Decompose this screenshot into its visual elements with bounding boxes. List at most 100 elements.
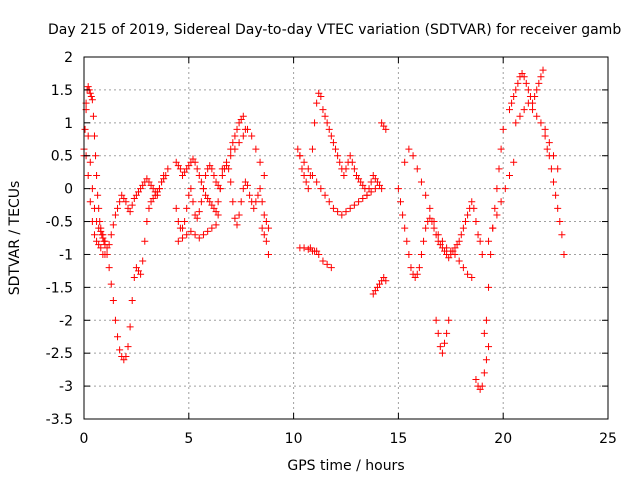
- data-point: [350, 201, 358, 209]
- data-point: [258, 198, 266, 206]
- data-point: [252, 145, 260, 153]
- data-point: [227, 178, 235, 186]
- data-point: [93, 171, 101, 179]
- data-point: [378, 185, 386, 193]
- data-point: [455, 237, 463, 245]
- x-tick-labels: 0 5 10 15 20 25: [80, 431, 617, 447]
- data-point: [204, 227, 212, 235]
- data-point: [90, 204, 98, 212]
- data-point: [296, 152, 304, 160]
- data-point: [432, 316, 440, 324]
- data-point: [510, 158, 518, 166]
- data-point: [298, 165, 306, 173]
- data-point: [109, 221, 117, 229]
- data-point: [327, 132, 335, 140]
- data-point: [199, 231, 207, 239]
- data-point: [99, 231, 107, 239]
- data-point: [491, 204, 499, 212]
- data-point: [260, 211, 268, 219]
- data-point: [107, 280, 115, 288]
- data-point: [468, 273, 476, 281]
- data-point: [317, 185, 325, 193]
- data-point: [535, 79, 543, 87]
- data-point: [529, 106, 537, 114]
- data-point: [84, 83, 92, 91]
- data-point: [235, 139, 243, 147]
- data-point: [208, 165, 216, 173]
- data-point: [334, 152, 342, 160]
- data-point: [497, 145, 505, 153]
- data-point: [101, 237, 109, 245]
- data-point: [415, 264, 423, 272]
- data-point: [537, 73, 545, 81]
- data-point: [405, 250, 413, 258]
- data-point: [300, 171, 308, 179]
- data-point: [401, 224, 409, 232]
- data-point: [476, 237, 484, 245]
- data-point: [141, 237, 149, 245]
- data-point: [480, 369, 488, 377]
- data-point: [485, 283, 493, 291]
- data-point: [195, 171, 203, 179]
- y-tick-label: -3: [59, 379, 73, 395]
- data-point: [434, 329, 442, 337]
- data-point: [332, 145, 340, 153]
- data-point: [443, 329, 451, 337]
- data-point: [543, 145, 551, 153]
- data-point: [413, 270, 421, 278]
- data-point: [241, 125, 249, 133]
- data-point: [86, 158, 94, 166]
- data-point: [145, 204, 153, 212]
- data-point: [308, 171, 316, 179]
- data-point: [130, 273, 138, 281]
- data-point: [382, 277, 390, 285]
- data-point: [139, 257, 147, 265]
- data-point: [256, 158, 264, 166]
- data-point: [348, 158, 356, 166]
- data-point: [116, 198, 124, 206]
- data-point: [478, 382, 486, 390]
- data-point: [214, 211, 222, 219]
- data-point: [552, 191, 560, 199]
- data-point: [313, 99, 321, 107]
- data-point: [472, 218, 480, 226]
- data-point: [313, 178, 321, 186]
- data-point: [417, 250, 425, 258]
- data-point: [550, 152, 558, 160]
- data-point: [126, 208, 134, 216]
- data-point: [495, 165, 503, 173]
- data-point: [317, 92, 325, 100]
- data-point: [447, 247, 455, 255]
- data-point: [371, 185, 379, 193]
- data-point: [235, 211, 243, 219]
- data-point: [531, 92, 539, 100]
- data-point: [128, 201, 136, 209]
- data-point: [179, 224, 187, 232]
- data-point: [158, 178, 166, 186]
- y-tick-label: 1: [64, 116, 73, 132]
- data-point: [187, 185, 195, 193]
- data-point: [105, 264, 113, 272]
- data-point: [459, 264, 467, 272]
- data-point: [472, 376, 480, 384]
- data-point: [325, 125, 333, 133]
- data-point: [478, 250, 486, 258]
- data-point: [174, 237, 182, 245]
- data-point: [430, 224, 438, 232]
- data-point: [422, 191, 430, 199]
- data-point: [464, 270, 472, 278]
- data-point: [399, 211, 407, 219]
- data-point: [183, 231, 191, 239]
- x-tick-label: 0: [80, 431, 89, 447]
- data-point: [304, 165, 312, 173]
- data-point: [231, 214, 239, 222]
- data-point: [218, 165, 226, 173]
- data-point: [524, 86, 532, 94]
- data-point: [185, 191, 193, 199]
- data-point: [160, 171, 168, 179]
- data-point: [88, 96, 96, 104]
- data-point: [522, 79, 530, 87]
- data-point: [84, 171, 92, 179]
- data-point: [105, 241, 113, 249]
- data-point: [88, 218, 96, 226]
